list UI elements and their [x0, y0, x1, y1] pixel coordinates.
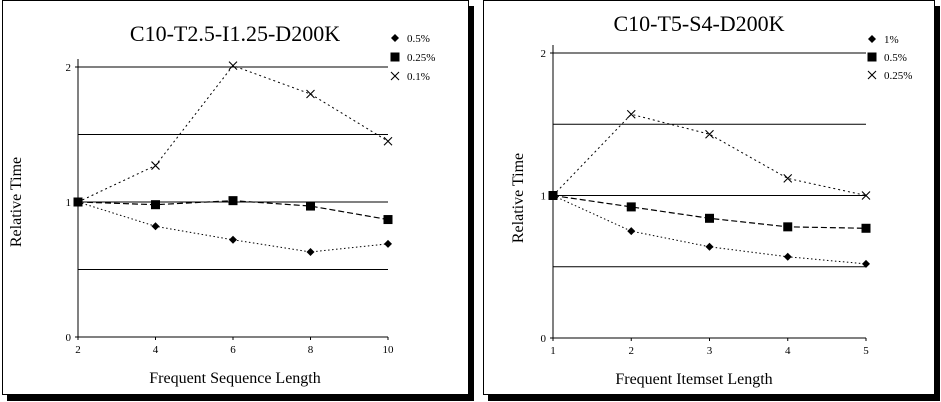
chart-right: C10-T5-S4-D200K Frequent Itemset Length … — [510, 11, 912, 388]
series-line — [552, 195, 867, 265]
series-line — [552, 194, 867, 229]
x-tick-label: 2 — [629, 345, 635, 357]
legend-label: 1% — [884, 34, 899, 46]
y-tick-label: 2 — [66, 62, 72, 74]
square-marker — [383, 215, 393, 225]
y-tick-label: 0 — [66, 332, 72, 344]
x-marker — [151, 161, 160, 170]
x-marker — [306, 89, 315, 99]
diamond-marker — [306, 247, 315, 256]
legend-label: 0.5% — [407, 33, 430, 45]
x-marker — [73, 197, 83, 207]
x-tick-label: 5 — [863, 345, 869, 357]
y-tick-label: 1 — [541, 191, 547, 203]
diamond-marker — [627, 227, 636, 236]
square-marker — [306, 201, 315, 211]
x-tick-label: 8 — [308, 344, 314, 356]
x-tick-label: 2 — [75, 344, 81, 356]
diamond-marker — [868, 35, 876, 43]
chart-panel-left: C10-T2.5-I1.25-D200K Frequent Sequence L… — [2, 0, 469, 395]
x-marker — [228, 61, 238, 71]
legend-label: 0.25% — [884, 70, 912, 82]
x-tick-label: 1 — [550, 345, 556, 357]
x-marker — [390, 71, 400, 81]
diamond-marker — [783, 252, 792, 261]
x-marker — [383, 136, 393, 146]
x-axis-label: Frequent Sequence Length — [149, 370, 321, 387]
legend-label: 0.1% — [407, 71, 430, 83]
x-tick-label: 3 — [707, 345, 713, 357]
series-line — [552, 113, 867, 196]
chart-left: C10-T2.5-I1.25-D200K Frequent Sequence L… — [8, 21, 435, 387]
diamond-marker — [705, 242, 714, 251]
x-tick-label: 4 — [785, 345, 791, 357]
chart-title: C10-T2.5-I1.25-D200K — [130, 21, 340, 46]
square-marker — [228, 196, 238, 206]
x-marker — [867, 70, 877, 80]
diamond-marker — [229, 235, 237, 244]
series-line — [77, 201, 389, 253]
square-marker — [861, 223, 871, 233]
square-marker — [783, 222, 793, 232]
legend-label: 0.25% — [407, 52, 435, 64]
square-marker — [151, 200, 160, 210]
x-tick-label: 10 — [383, 344, 395, 356]
x-marker — [861, 191, 871, 200]
square-marker — [867, 52, 877, 62]
x-tick-label: 4 — [153, 344, 159, 356]
diamond-marker — [862, 259, 870, 268]
chart-panel-right: C10-T5-S4-D200K Frequent Itemset Length … — [483, 0, 935, 395]
square-marker — [705, 213, 714, 223]
y-tick-label: 2 — [541, 48, 547, 60]
chart-title: C10-T5-S4-D200K — [613, 11, 784, 36]
x-marker — [705, 129, 714, 139]
y-tick-label: 0 — [541, 333, 547, 345]
y-tick-label: 1 — [66, 197, 72, 209]
x-marker — [626, 109, 636, 119]
x-tick-label: 6 — [230, 344, 236, 356]
y-axis-label: Relative Time — [510, 153, 527, 243]
y-axis-label: Relative Time — [8, 157, 25, 247]
legend-label: 0.5% — [884, 52, 907, 64]
series-line — [77, 65, 389, 203]
square-marker — [390, 52, 400, 62]
diamond-marker — [384, 239, 392, 248]
diamond-marker — [391, 34, 399, 42]
diamond-marker — [151, 222, 160, 231]
x-marker — [548, 191, 558, 200]
square-marker — [626, 202, 636, 212]
x-axis-label: Frequent Itemset Length — [615, 371, 772, 388]
x-marker — [783, 174, 793, 183]
